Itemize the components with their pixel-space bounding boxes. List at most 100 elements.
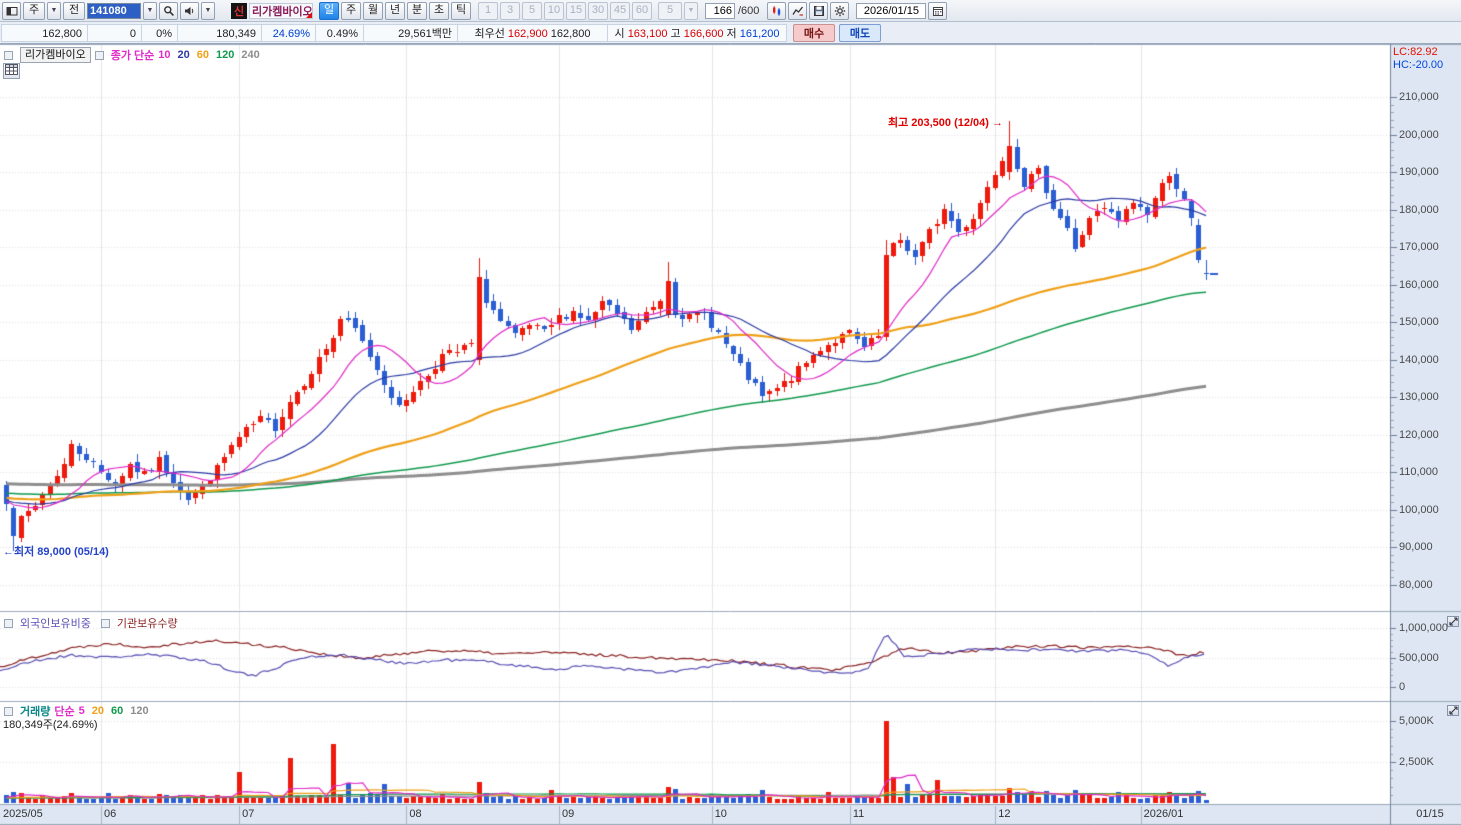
chart-tools-button[interactable]: [788, 1, 808, 20]
main-panel-header: 리가켐바이오 종가 단순 10 20 60 120 240: [4, 47, 267, 63]
interval-5-button[interactable]: 5: [522, 1, 542, 20]
interval-select-dropdown[interactable]: ▼: [684, 1, 698, 20]
chart-toolbar: 주 ▼ 전 ▼ ▼ 신 리가켐바이오 일 주 월 년 분 초 틱 1 3 5 1…: [0, 0, 1461, 22]
interval-select[interactable]: 5: [658, 1, 682, 20]
legend-toggle-icon[interactable]: [4, 50, 13, 60]
stock-code-input[interactable]: [87, 2, 141, 19]
time-axis-month-label: 06: [104, 808, 117, 820]
price-axis-label: 130,000: [1399, 391, 1439, 403]
save-icon: [813, 5, 824, 16]
time-axis-month-label: 10: [714, 808, 727, 820]
quote-trade-value: 29,561백만: [363, 23, 457, 42]
stock-search-button[interactable]: [159, 1, 178, 20]
period-year-button[interactable]: 년: [385, 1, 405, 20]
data-grid-button[interactable]: [3, 63, 20, 79]
new-chart-window-button[interactable]: [2, 1, 21, 20]
auto-scroll-button[interactable]: [767, 1, 787, 20]
chart-type-button[interactable]: 주: [23, 1, 45, 20]
mid-panel-header: 외국인보유비중 기관보유수량: [4, 615, 178, 631]
stock-code-dropdown[interactable]: ▼: [143, 1, 157, 20]
period-minute-button[interactable]: 분: [407, 1, 427, 20]
quote-change: 0: [87, 23, 141, 42]
sound-alert-button[interactable]: [180, 1, 199, 20]
volume-ma-legend: 5 20 60 120: [79, 705, 156, 717]
gear-icon: [834, 5, 846, 16]
period-second-button[interactable]: 초: [429, 1, 449, 20]
price-axis-label: 90,000: [1399, 541, 1433, 553]
legend-toggle-icon[interactable]: [94, 50, 104, 60]
chart-type-dropdown[interactable]: ▼: [47, 1, 61, 20]
candle-arrows-icon: [772, 5, 781, 16]
interval-3-button[interactable]: 3: [500, 1, 520, 20]
data-grid-icon: [5, 64, 18, 75]
legend-toggle-icon[interactable]: [100, 618, 110, 628]
volume-panel-expand-button[interactable]: [1447, 705, 1459, 716]
quote-change-pct: 0%: [141, 23, 177, 42]
price-axis-label: 170,000: [1399, 241, 1439, 253]
mid-axis-label: 1,000,000: [1399, 622, 1448, 634]
interval-60-button[interactable]: 60: [632, 1, 652, 20]
price-axis-label: 150,000: [1399, 316, 1439, 328]
interval-45-button[interactable]: 45: [610, 1, 630, 20]
expand-diagonal-icon: [1448, 617, 1458, 626]
price-ma-legend-label: 종가 단순: [110, 50, 155, 62]
prev-stock-button[interactable]: 전: [63, 1, 85, 20]
quote-volume: 180,349: [177, 23, 261, 42]
time-axis-month-label: 11: [852, 808, 865, 820]
calendar-icon: [932, 6, 943, 16]
ma-legend-20: 20: [91, 705, 104, 717]
mid-axis-label: 0: [1399, 681, 1406, 693]
period-day-button[interactable]: 일: [319, 1, 339, 20]
chart-settings-button[interactable]: [830, 1, 850, 20]
sound-alert-dropdown[interactable]: ▼: [201, 1, 215, 20]
institution-holdings-label: 기관보유수량: [116, 618, 178, 630]
hc-label: HC:-20.00: [1393, 59, 1444, 71]
chart-canvas[interactable]: [0, 44, 1461, 825]
period-tick-button[interactable]: 틱: [451, 1, 471, 20]
price-axis-label: 160,000: [1399, 278, 1439, 291]
sell-button[interactable]: 매도: [839, 23, 881, 42]
chart-date-input[interactable]: [856, 2, 927, 19]
calendar-button[interactable]: [928, 1, 948, 20]
best-quote: 최우선 162,900 162,800: [457, 23, 607, 42]
time-axis-month-label: 07: [242, 808, 255, 820]
interval-10-button[interactable]: 10: [544, 1, 564, 20]
ma-legend-60: 60: [111, 705, 124, 717]
time-axis-month-label: 12: [998, 808, 1011, 820]
time-axis-month-label: 08: [409, 808, 422, 820]
volume-current-value: 180,349주(24.69%): [3, 719, 98, 731]
price-axis-label: 110,000: [1399, 466, 1438, 478]
price-axis-label: 80,000: [1399, 578, 1433, 591]
price-axis-label: 100,000: [1399, 503, 1439, 516]
legend-toggle-icon[interactable]: [4, 706, 13, 716]
stock-name: 리가켐바이오: [249, 2, 313, 19]
interval-15-button[interactable]: 15: [566, 1, 586, 20]
period-month-button[interactable]: 월: [363, 1, 383, 20]
main-panel-title: 리가켐바이오: [20, 47, 91, 63]
ma-legend-240: 240: [241, 49, 260, 61]
quote-turnover: 0.49%: [315, 23, 363, 42]
legend-toggle-icon[interactable]: [4, 618, 13, 628]
buy-button[interactable]: 매수: [793, 23, 835, 42]
candle-total-label: /600: [738, 4, 760, 17]
annotation-highest: 최고 203,500 (12/04) →: [887, 117, 1003, 129]
new-listing-badge: 신: [231, 2, 247, 19]
quote-price: 162,800: [1, 23, 87, 42]
mid-panel-expand-button[interactable]: [1447, 616, 1459, 627]
ma-legend-120: 120: [216, 49, 235, 61]
speaker-icon: [184, 6, 193, 15]
candle-count-input[interactable]: [705, 2, 735, 19]
interval-1-button[interactable]: 1: [478, 1, 498, 20]
volume-ma-legend-label: 단순: [54, 706, 75, 718]
ma-legend-60: 60: [196, 49, 210, 61]
volume-axis-label: 5,000K: [1399, 715, 1434, 727]
price-axis-label: 180,000: [1399, 203, 1439, 216]
trendline-icon: [792, 6, 803, 16]
period-week-button[interactable]: 주: [341, 1, 361, 20]
save-chart-button[interactable]: [809, 1, 829, 20]
ma-legend-5: 5: [78, 705, 85, 717]
interval-30-button[interactable]: 30: [588, 1, 608, 20]
chart-area: 리가켐바이오 종가 단순 10 20 60 120 240 LC:82.92 HC:-2…: [0, 44, 1461, 825]
ma-legend-20: 20: [177, 49, 190, 61]
